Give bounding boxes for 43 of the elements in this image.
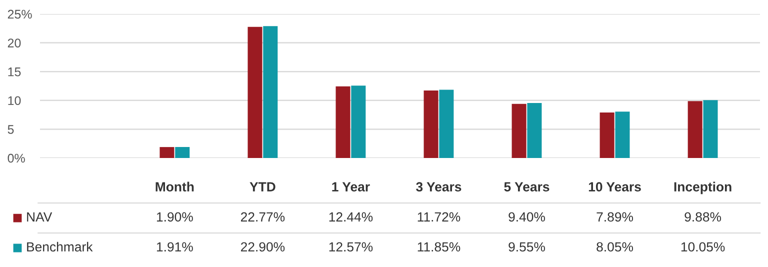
bar <box>160 147 174 158</box>
y-tick-label: 15 <box>8 68 21 76</box>
data-label: 1.91% <box>156 242 193 252</box>
y-tick-label: 20 <box>8 38 21 48</box>
x-tick-label: 5 Years <box>504 182 550 192</box>
bar <box>600 112 614 158</box>
data-label: 1.90% <box>156 212 193 222</box>
x-tick-label: YTD <box>250 182 276 192</box>
bar <box>248 26 262 158</box>
y-tick-label: 10 <box>8 96 21 106</box>
bar <box>512 104 526 158</box>
bar <box>703 100 718 158</box>
data-label: 11.85% <box>418 242 460 252</box>
data-label: 11.72% <box>418 212 460 222</box>
data-label: 10.05% <box>681 242 725 252</box>
data-label: 8.05% <box>596 242 634 252</box>
bar <box>527 102 542 158</box>
data-label: 9.55% <box>508 242 545 252</box>
data-label: 9.88% <box>684 212 722 222</box>
data-label: 7.89% <box>596 212 634 222</box>
bar <box>351 86 366 158</box>
data-label: 22.90% <box>240 242 285 252</box>
y-tick-label: 25% <box>8 10 32 19</box>
bar <box>688 101 702 158</box>
bar <box>175 147 190 158</box>
x-tick-label: 1 Year <box>332 182 370 192</box>
bar <box>424 90 438 158</box>
y-tick-label: 0% <box>8 154 25 163</box>
data-label: 12.57% <box>329 242 373 252</box>
data-label: 9.40% <box>508 212 545 222</box>
bar <box>439 90 454 158</box>
bar <box>336 86 350 158</box>
x-tick-label: 10 Years <box>588 182 641 192</box>
bar <box>615 112 630 158</box>
data-label: 22.77% <box>240 212 285 222</box>
legend-label: NAV <box>27 212 52 222</box>
x-tick-label: 3 Years <box>416 182 462 192</box>
x-tick-label: Inception <box>674 182 732 194</box>
data-label: 12.44% <box>329 212 373 222</box>
bar <box>263 26 278 158</box>
x-tick-label: Month <box>156 182 194 192</box>
legend-label: Benchmark <box>27 242 93 252</box>
y-tick-label: 5 <box>8 125 14 134</box>
